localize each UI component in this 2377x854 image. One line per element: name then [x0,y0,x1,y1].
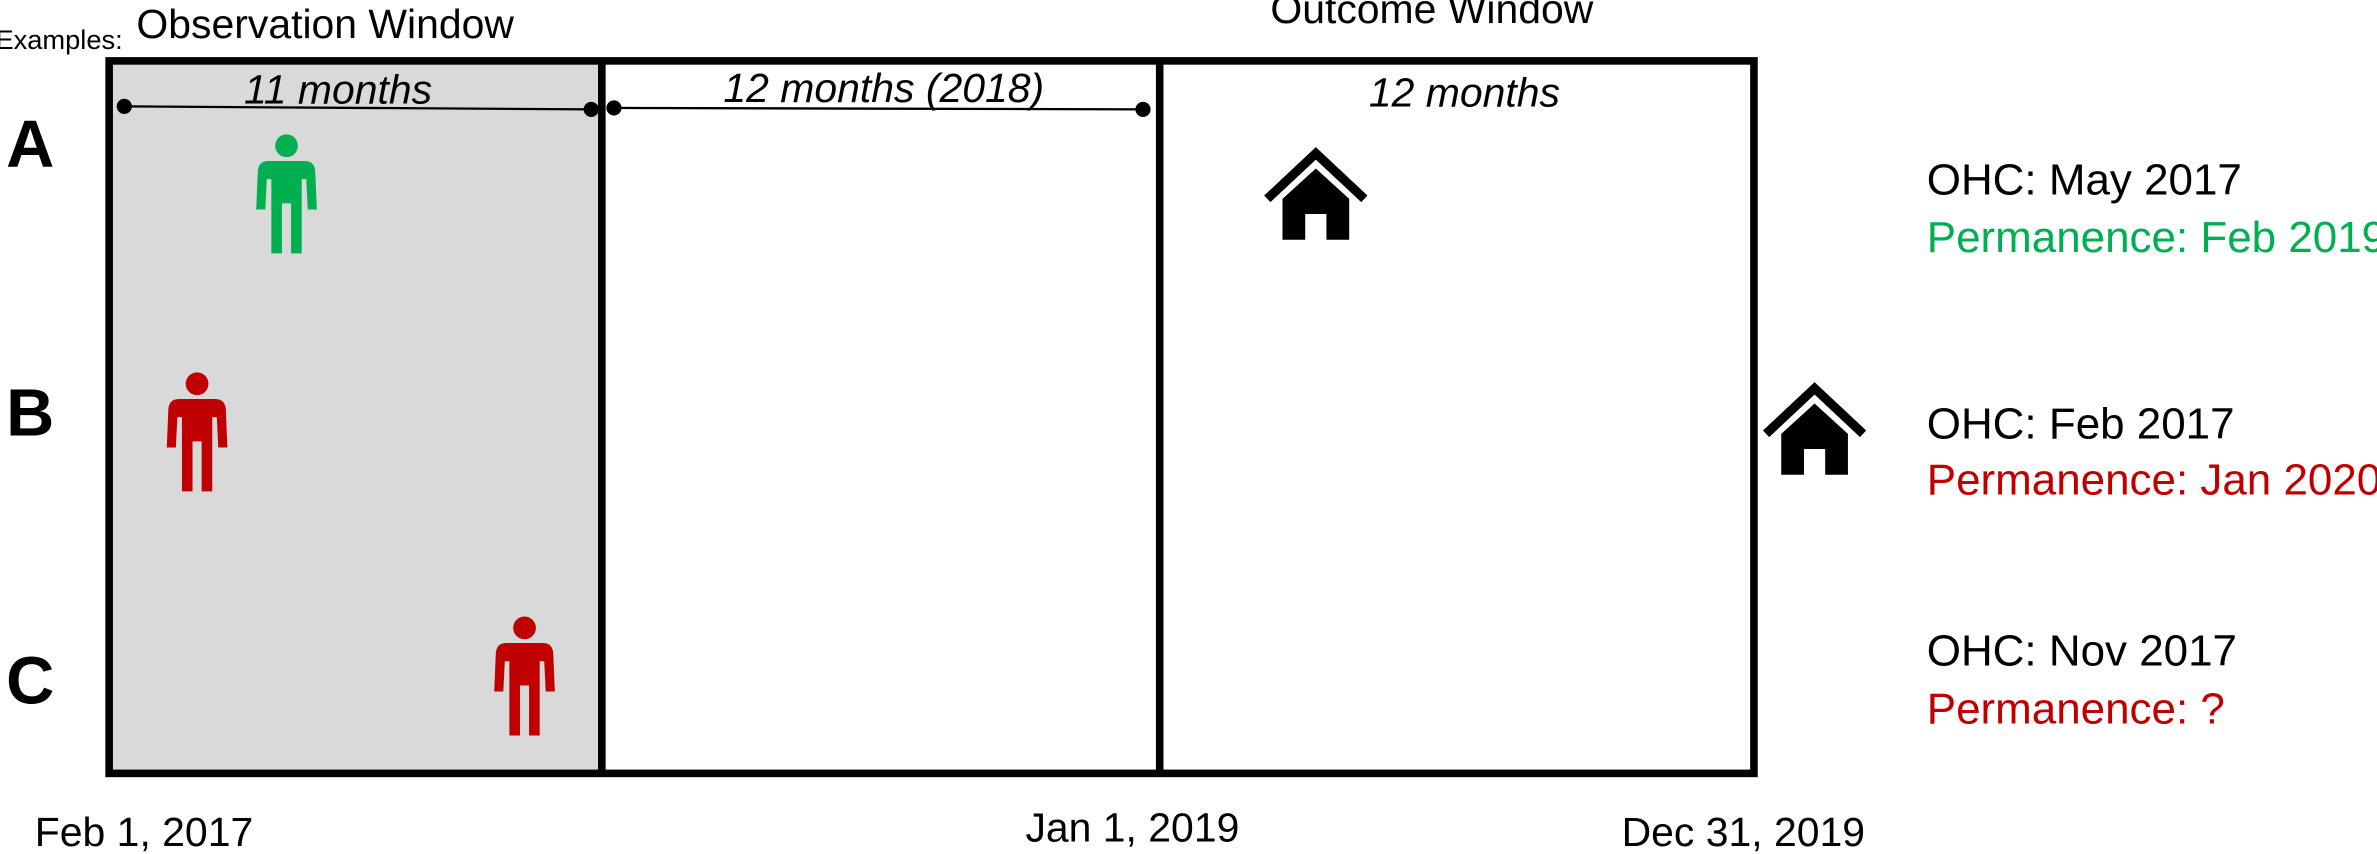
period-label: 12 months (2018) [723,65,1044,111]
ohc-label: OHC: Nov 2017 [1927,627,2237,676]
ohc-label: OHC: May 2017 [1927,155,2242,204]
date-label: Feb 1, 2017 [35,809,253,854]
period-label: 11 months [244,66,432,112]
ohc-label: OHC: Feb 2017 [1927,399,2235,448]
row-label: B [6,376,54,450]
timeline-box [105,57,1758,778]
house-icon [1267,153,1364,239]
permanence-label: Permanence: Feb 2019 [1927,213,2377,262]
date-label: Dec 31, 2019 [1622,809,1865,854]
examples-label: Examples: [0,24,123,55]
window-title: Observation Window [136,1,514,47]
span-line [116,98,599,117]
permanence-label: Permanence: ? [1927,684,2225,733]
period-label: 12 months [1369,69,1560,115]
permanence-label: Permanence: Jan 2020 [1927,455,2377,504]
date-label: Jan 1, 2019 [1025,805,1239,851]
row-label: A [6,108,54,182]
row-label: C [6,645,54,719]
window-title: Outcome Window [1270,0,1593,32]
span-line [606,100,1151,117]
house-icon [1766,388,1863,474]
